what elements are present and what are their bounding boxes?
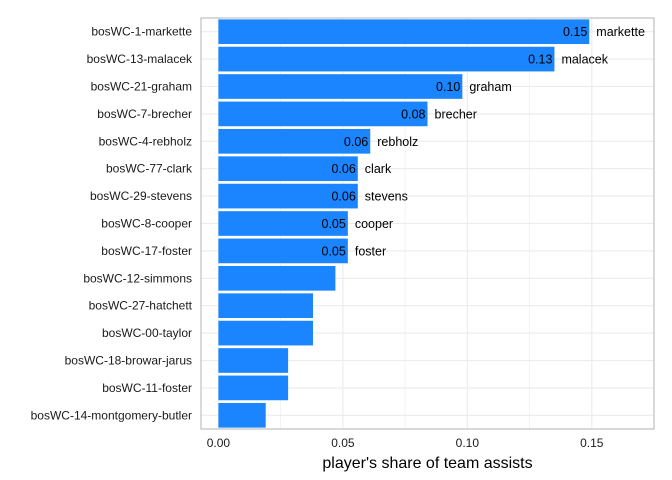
y-tick-label: bosWC-12-simmons xyxy=(83,271,192,285)
y-tick-label: bosWC-11-foster xyxy=(102,381,192,395)
x-tick-label: 0.15 xyxy=(580,436,604,450)
bar-name-label: graham xyxy=(469,80,511,94)
bar xyxy=(218,101,428,127)
bar xyxy=(218,211,348,236)
y-tick-label: bosWC-14-montgomery-butler xyxy=(31,408,192,422)
x-tick-label: 0.05 xyxy=(331,436,355,450)
bar-name-label: markette xyxy=(596,25,645,39)
bar-value-label: 0.06 xyxy=(331,190,355,204)
y-tick-label: bosWC-4-rebholz xyxy=(99,134,192,148)
bar-name-label: cooper xyxy=(355,217,393,231)
x-axis-tick-labels: 0.00 0.05 0.10 0.15 xyxy=(207,436,604,450)
bar-name-label: foster xyxy=(355,244,386,258)
bar xyxy=(218,320,314,346)
bar-value-label: 0.10 xyxy=(436,80,460,94)
bar-value-label: 0.06 xyxy=(331,162,355,176)
bar-labels: 0.15 markette 0.13 malacek 0.10 graham 0.08 bre… xyxy=(322,25,645,258)
bar xyxy=(218,293,314,319)
bar-value-label: 0.13 xyxy=(528,53,552,67)
y-tick-label: bosWC-7-brecher xyxy=(97,107,192,121)
bar-name-label: stevens xyxy=(365,190,408,204)
bar-value-label: 0.08 xyxy=(401,107,425,121)
y-tick-label: bosWC-17-foster xyxy=(101,244,192,258)
bar xyxy=(218,19,590,45)
bar xyxy=(218,375,289,401)
bar xyxy=(218,46,555,72)
y-tick-label: bosWC-77-clark xyxy=(106,162,193,176)
y-tick-label: bosWC-13-malacek xyxy=(87,52,193,66)
x-tick-label: 0.10 xyxy=(456,436,480,450)
bars xyxy=(218,19,590,428)
y-tick-label: bosWC-18-browar-jarus xyxy=(65,354,192,368)
bar xyxy=(218,183,358,209)
y-axis-tick-labels: bosWC-1-markette bosWC-13-malacek bosWC-21… xyxy=(31,25,193,423)
bar xyxy=(218,348,289,373)
y-tick-label: bosWC-27-hatchett xyxy=(89,299,193,313)
bar-value-label: 0.15 xyxy=(563,25,587,39)
x-tick-label: 0.00 xyxy=(207,436,231,450)
panel-border xyxy=(200,17,655,430)
bar-value-label: 0.05 xyxy=(322,244,346,258)
bar-name-label: clark xyxy=(365,162,392,176)
bar-value-label: 0.06 xyxy=(344,135,368,149)
bar xyxy=(218,402,266,428)
bar-name-label: rebholz xyxy=(377,135,418,149)
bar xyxy=(218,156,358,182)
y-tick-label: bosWC-29-stevens xyxy=(90,189,192,203)
bar-name-label: brecher xyxy=(435,107,477,121)
y-tick-label: bosWC-21-graham xyxy=(91,80,192,94)
bar xyxy=(218,128,371,154)
y-tick-label: bosWC-00-taylor xyxy=(102,326,192,340)
bar xyxy=(218,238,348,264)
bar xyxy=(218,74,463,99)
bar-name-label: malacek xyxy=(561,53,608,67)
bar xyxy=(218,265,336,291)
x-axis-title: player's share of team assists xyxy=(322,455,532,472)
bar-value-label: 0.05 xyxy=(322,217,346,231)
y-tick-label: bosWC-1-markette xyxy=(91,25,192,39)
y-tick-label: bosWC-8-cooper xyxy=(101,217,192,231)
